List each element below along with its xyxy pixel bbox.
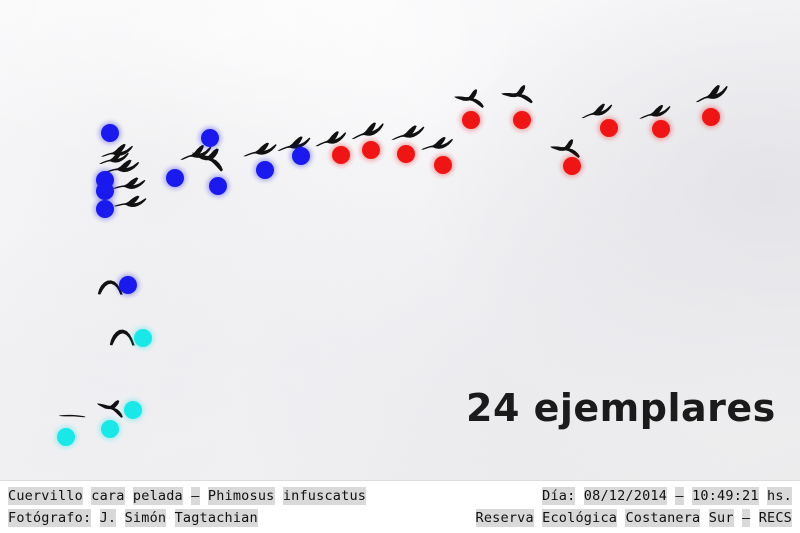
location-line: Reserva Ecológica Costanera Sur — RECS (475, 509, 792, 527)
bird-silhouette (580, 103, 614, 122)
count-marker-dot-blue (166, 169, 184, 187)
bird-silhouette (179, 145, 213, 165)
bird-silhouette (112, 177, 146, 195)
footer-right-column: Día: 08/12/2014 — 10:49:21 hs. Reserva E… (475, 481, 792, 533)
count-marker-dot-blue (101, 124, 119, 142)
count-marker-dot-blue (119, 276, 137, 294)
bird-silhouette (454, 89, 488, 111)
count-marker-dot-blue (96, 200, 114, 218)
bird-silhouette (242, 142, 278, 161)
bird-silhouette (100, 143, 134, 162)
count-marker-dot-red (513, 111, 531, 129)
bird-silhouette (96, 399, 128, 419)
bird-silhouette (96, 279, 126, 296)
bird-silhouette (113, 195, 147, 213)
count-label: 24 ejemplares (466, 386, 776, 430)
count-marker-dot-blue (292, 147, 310, 165)
bird-silhouette (420, 136, 454, 155)
photographer-line: Fotógrafo: J. Simón Tagtachian (8, 509, 258, 527)
count-marker-dot-red (702, 108, 720, 126)
count-marker-dot-blue (201, 129, 219, 147)
bird-silhouette (694, 85, 730, 106)
count-marker-dot-red (362, 141, 380, 159)
count-marker-dot-red (332, 146, 350, 164)
bird-silhouette (276, 136, 312, 155)
count-marker-dot-blue (96, 182, 114, 200)
count-marker-dot-blue (209, 177, 227, 195)
bird-silhouette (104, 159, 140, 179)
count-marker-dot-cyan (101, 420, 119, 438)
bird-silhouette (350, 122, 386, 143)
caption-footer: Cuervillo cara pelada — Phimosus infusca… (0, 480, 800, 533)
bird-silhouette (501, 85, 537, 107)
bird-silhouette (314, 131, 348, 150)
count-marker-dot-red (652, 120, 670, 138)
count-marker-dot-red (462, 111, 480, 129)
count-marker-dot-red (563, 157, 581, 175)
count-marker-dot-cyan (57, 428, 75, 446)
bird-silhouette (98, 151, 130, 169)
count-marker-dot-cyan (124, 401, 142, 419)
bird-silhouette (550, 139, 584, 161)
bird-silhouette (108, 328, 138, 347)
bird-silhouette (58, 414, 86, 424)
datetime-line: Día: 08/12/2014 — 10:49:21 hs. (542, 487, 792, 505)
annotation-layer (57, 85, 730, 446)
bird-silhouette (390, 125, 426, 144)
bird-silhouette (638, 104, 672, 123)
count-marker-dot-red (600, 119, 618, 137)
count-marker-dot-blue (256, 161, 274, 179)
count-marker-dot-red (434, 156, 452, 174)
count-marker-dot-cyan (134, 329, 152, 347)
species-name-line: Cuervillo cara pelada — Phimosus infusca… (8, 487, 367, 505)
bird-silhouette (191, 147, 229, 173)
count-marker-dot-red (397, 145, 415, 163)
footer-left-column: Cuervillo cara pelada — Phimosus infusca… (8, 481, 367, 533)
